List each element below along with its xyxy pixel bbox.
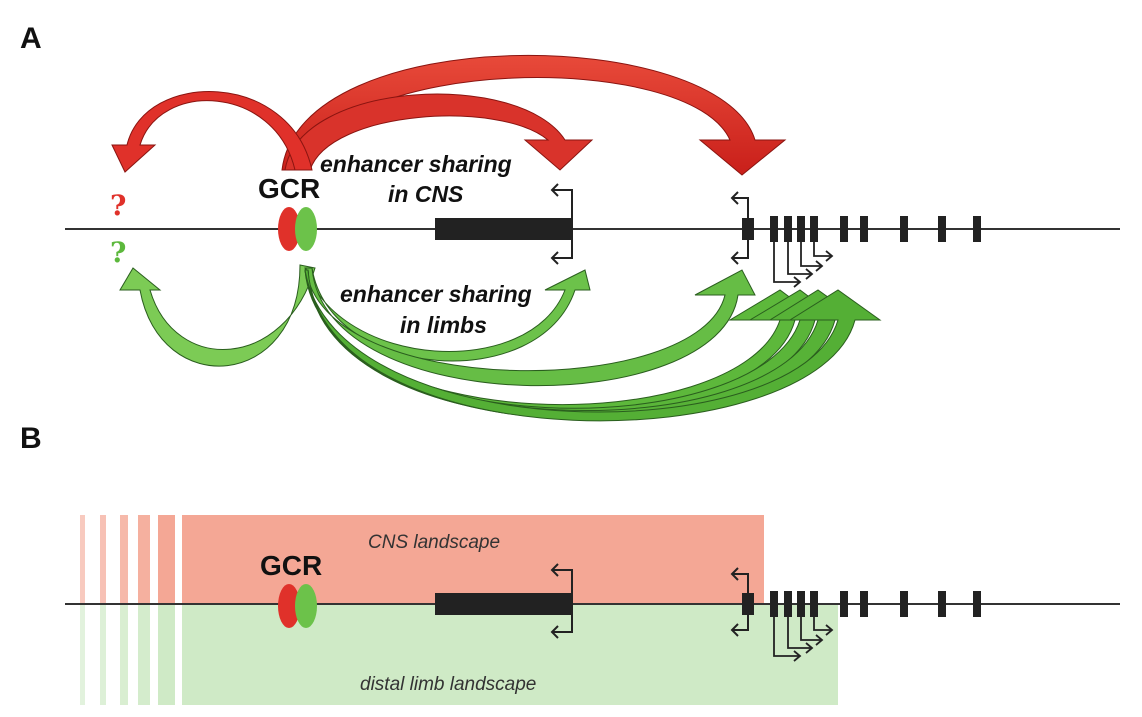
red-arrow-long	[281, 54, 787, 176]
question-mark-green: ?	[110, 236, 126, 269]
limb-sharing-line1: enhancer sharing	[340, 281, 532, 307]
gcr-oval-red-b	[278, 584, 300, 628]
fan-promoters-b	[773, 617, 834, 662]
exons-downstream-b	[770, 591, 981, 617]
limb-sharing-line2: in limbs	[400, 312, 487, 338]
cns-landscape-region	[80, 515, 764, 603]
green-arrow-gene	[305, 267, 756, 387]
promoter-arrows-gene1-b	[550, 563, 573, 639]
gcr-label-a: GCR	[258, 173, 320, 204]
fan-promoters-a	[773, 242, 834, 288]
cns-sharing-line2: in CNS	[388, 181, 464, 207]
panel-b-label: B	[20, 422, 42, 455]
gcr-oval-green-b	[295, 584, 317, 628]
gcr-label-b: GCR	[260, 550, 322, 581]
promoter-arrows-gene2-b	[730, 567, 749, 637]
promoter-arrows-gene2-a	[730, 191, 749, 265]
gene-block-b	[435, 593, 572, 615]
gcr-oval-green-a	[295, 207, 317, 251]
promoter-arrows-gene1-a	[550, 183, 573, 265]
gcr-oval-red-a	[278, 207, 300, 251]
red-arrow-left	[111, 91, 313, 173]
red-arrows	[111, 54, 787, 176]
green-arrow-left	[119, 264, 316, 367]
cns-landscape-label: CNS landscape	[368, 532, 500, 553]
exons-downstream-a	[770, 216, 981, 242]
exon-1-b	[742, 593, 754, 615]
panel-a-label: A	[20, 22, 42, 55]
green-arrow-fan-4	[304, 269, 882, 422]
cns-sharing-line1: enhancer sharing	[320, 151, 512, 177]
exon-1-a	[742, 218, 754, 240]
red-arrow-medium	[284, 93, 594, 171]
gene-block-a	[435, 218, 572, 240]
question-mark-red: ?	[110, 189, 126, 222]
green-arrows	[119, 264, 882, 422]
limb-landscape-label: distal limb landscape	[360, 674, 536, 695]
